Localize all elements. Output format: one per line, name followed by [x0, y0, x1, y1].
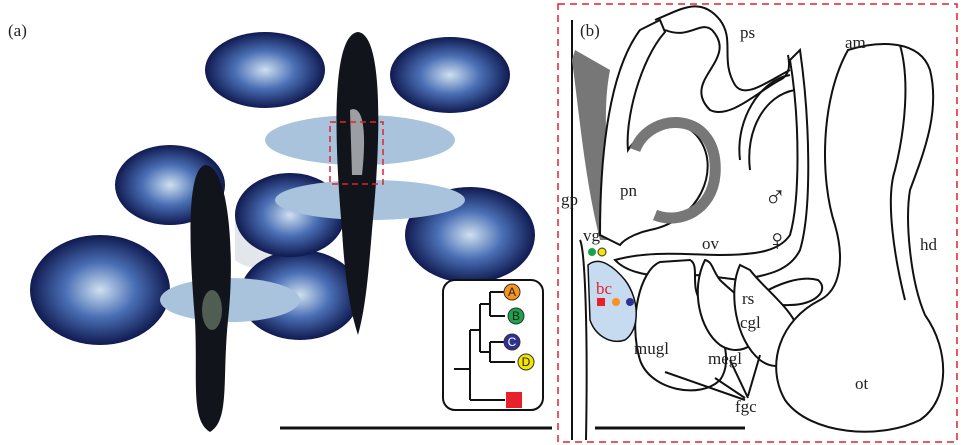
anatomy-diagram [572, 6, 943, 440]
label: fgc [735, 397, 757, 416]
label: mugl [634, 339, 669, 358]
label: am [845, 33, 866, 52]
female-symbol: ♀ [766, 224, 789, 257]
label: ot [855, 374, 869, 393]
tree-tip: B [512, 309, 520, 323]
label: ov [702, 234, 720, 253]
label: vg [583, 226, 601, 245]
label: ps [740, 23, 755, 42]
label: cgl [740, 313, 761, 332]
panel-label: (a) [8, 21, 27, 40]
male-symbol: ♂ [764, 181, 787, 214]
label: rs [742, 289, 754, 308]
figure: (a) A B C D (b) ps am gp pn [0, 0, 961, 445]
label: megl [708, 349, 742, 368]
tree-tip: D [522, 355, 531, 369]
tree-inset: A B C D [443, 280, 543, 410]
tree-tip: C [508, 335, 517, 349]
label: pn [620, 181, 638, 200]
panel-label: (b) [580, 21, 600, 40]
label: bc [596, 279, 613, 298]
tree-tip: A [508, 285, 516, 299]
label: gp [561, 190, 578, 209]
label: hd [920, 235, 938, 254]
